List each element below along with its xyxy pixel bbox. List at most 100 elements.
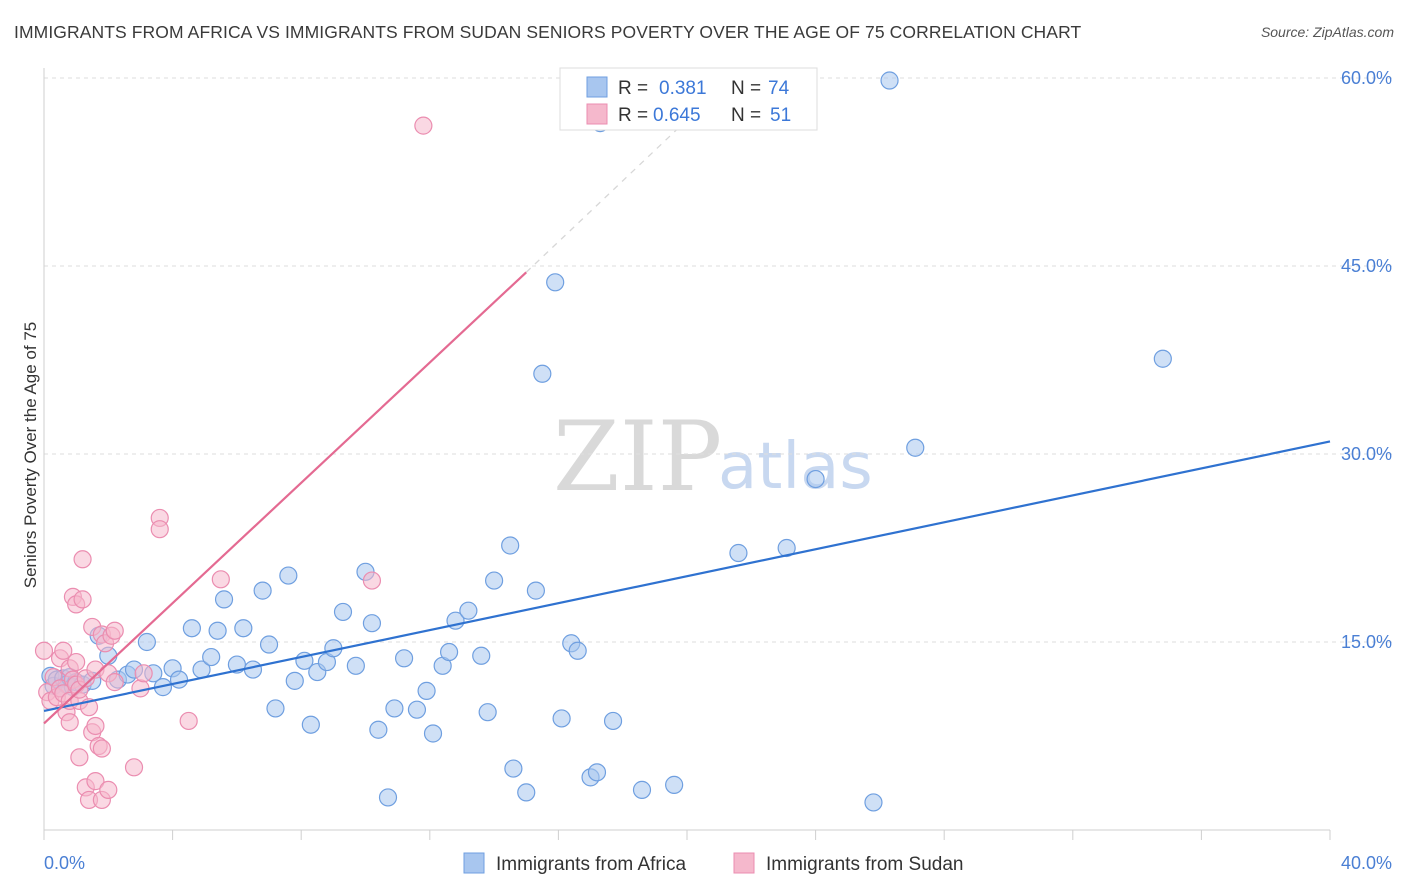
y-tick-label: 15.0% [1341,632,1392,652]
legend-r-value-africa: 0.381 [659,78,707,99]
series-legend-label-africa: Immigrants from Africa [496,854,686,875]
sudan-point [134,664,153,683]
africa-point [394,649,414,668]
legend-n-label-africa: N = [731,78,761,99]
africa-point [137,632,156,652]
sudan-point [60,713,79,732]
africa-point [568,641,587,660]
series-legend: Immigrants from Africa Immigrants from S… [463,852,963,875]
africa-point [504,759,523,778]
sudan-point [67,652,86,672]
africa-point [301,715,320,734]
sudan-point [54,641,73,660]
africa-point [378,788,398,807]
y-axis-label: Seniors Poverty Over the Age of 75 [21,322,40,588]
africa-point [279,566,298,585]
africa-point [546,273,565,292]
sudan-point [99,780,118,799]
africa-point [182,619,201,638]
africa-point [806,469,825,489]
africa-point [632,780,652,799]
africa-point [202,647,221,667]
africa-point [729,543,748,563]
africa-point [864,793,883,812]
x-tick-label-max: 40.0% [1341,853,1392,873]
sudan-point [73,590,92,609]
legend-n-label-sudan: N = [731,105,761,126]
chart-title: IMMIGRANTS FROM AFRICA VS IMMIGRANTS FRO… [14,22,1082,42]
sudan-point [86,716,105,736]
africa-point [485,571,504,590]
legend-swatch-sudan [586,103,608,125]
sudan-point [211,570,230,589]
africa-point [208,621,227,640]
africa-point [777,538,796,558]
africa-point [333,602,353,622]
africa-point [169,670,189,689]
watermark-zip: ZIP [553,401,722,513]
legend-r-label-sudan: R = [618,105,648,126]
africa-point [472,646,491,665]
africa-trend-line [43,440,1331,713]
africa-point [1153,349,1172,368]
africa-point [880,71,899,90]
africa-point [526,581,545,600]
sudan-point [105,621,124,640]
africa-point [243,660,263,679]
trend-lines [43,95,1331,725]
africa-point [266,699,285,718]
legend-r-value-sudan: 0.645 [653,105,701,126]
africa-point [214,590,234,609]
series-legend-swatch-africa [463,852,485,874]
africa-point [362,614,382,633]
sudan-point [73,550,92,569]
y-tick-label: 30.0% [1341,444,1392,464]
y-tick-labels: 15.0% 30.0% 45.0% 60.0% [1341,68,1392,652]
series-legend-label-sudan: Immigrants from Sudan [766,854,963,875]
africa-point [459,601,478,620]
sudan-points [34,116,433,810]
sudan-point [414,116,433,135]
gridlines [44,77,1392,643]
sudan-trend-line [43,271,528,725]
africa-point [423,724,443,743]
africa-point [603,711,623,731]
africa-point [369,720,388,739]
africa-point [478,703,497,722]
africa-point [439,642,459,662]
y-tick-label: 45.0% [1341,256,1392,276]
africa-point [906,438,925,457]
africa-point [417,681,436,700]
sudan-point [179,711,198,731]
africa-point [407,700,427,719]
africa-point [259,635,279,654]
sudan-point [124,758,144,777]
sudan-point [34,641,54,660]
africa-point [552,709,571,728]
africa-point [501,536,520,555]
africa-point [285,671,304,690]
legend-n-value-sudan: 51 [770,105,791,126]
sudan-point [150,520,169,539]
africa-point [253,581,272,600]
sudan-point [362,571,382,590]
legend-swatch-africa [586,76,608,98]
source-label: Source: ZipAtlas.com [1260,24,1394,40]
africa-point [346,656,365,675]
africa-point [234,619,253,638]
africa-point [517,783,536,802]
africa-point [665,775,684,794]
watermark-atlas: atlas [718,430,873,504]
x-ticks [43,830,1331,840]
sudan-point [92,739,111,758]
sudan-point [86,772,105,791]
sudan-point [105,673,124,692]
africa-point [385,699,404,718]
y-tick-label: 60.0% [1341,68,1392,88]
x-tick-label-min: 0.0% [44,853,85,873]
series-legend-swatch-sudan [733,852,755,874]
legend-n-value-africa: 74 [768,78,790,99]
sudan-point [70,748,89,767]
africa-point [587,763,607,782]
